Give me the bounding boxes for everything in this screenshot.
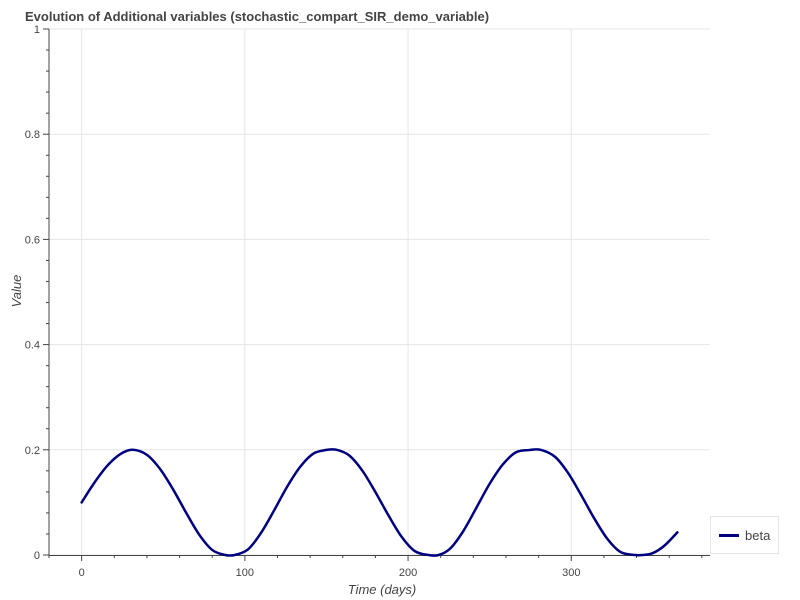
x-tick-label-0: 0 xyxy=(79,567,85,579)
chart-title: Evolution of Additional variables (stoch… xyxy=(25,9,490,24)
y-axis-label: Value xyxy=(9,275,24,308)
x-axis-label: Time (days) xyxy=(348,582,417,597)
tick-labels: 0 100 200 300 0 0.2 0.4 0.6 0.8 1 xyxy=(25,24,581,579)
x-tick-label-1: 100 xyxy=(236,567,254,579)
y-tick-label-5: 1 xyxy=(34,24,40,36)
tick-marks xyxy=(43,28,703,561)
legend-swatch-beta xyxy=(719,533,739,537)
legend-label-beta: beta xyxy=(745,527,771,543)
y-tick-label-0: 0 xyxy=(34,550,40,562)
legend: beta xyxy=(710,516,779,554)
x-tick-label-3: 300 xyxy=(562,567,580,579)
grid-lines xyxy=(49,28,710,556)
y-tick-label-2: 0.4 xyxy=(25,340,40,352)
series-line-beta xyxy=(80,448,679,557)
x-tick-label-2: 200 xyxy=(399,567,417,579)
y-tick-label-4: 0.8 xyxy=(25,129,40,141)
series-lines xyxy=(80,448,679,557)
axes xyxy=(48,29,710,556)
y-tick-label-1: 0.2 xyxy=(25,445,40,457)
y-tick-label-3: 0.6 xyxy=(25,234,40,246)
